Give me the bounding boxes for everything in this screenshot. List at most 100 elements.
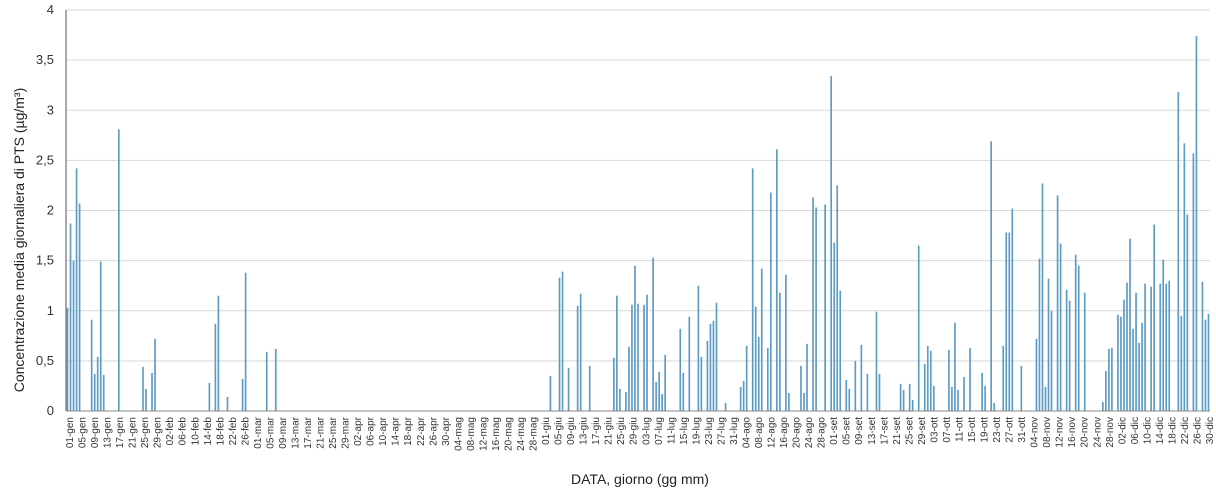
bar	[836, 185, 839, 411]
bar	[878, 373, 881, 411]
x-tick-label: 25-gen	[140, 417, 151, 448]
x-tick-label: 29-giu	[629, 417, 640, 445]
bar	[646, 294, 648, 411]
bar	[1165, 283, 1168, 411]
x-tick-label: 09-gen	[90, 417, 101, 448]
x-tick-label: 30-dic	[1205, 417, 1216, 444]
bar	[1020, 365, 1023, 411]
x-tick-label: 04-ago	[741, 417, 752, 449]
bar	[981, 372, 983, 411]
bar	[1126, 282, 1128, 411]
bar	[1132, 328, 1134, 411]
bar	[1207, 313, 1210, 411]
x-tick-label: 08-ago	[754, 417, 765, 449]
bar	[963, 376, 965, 411]
bar	[567, 367, 570, 411]
bar	[866, 373, 869, 411]
bar	[664, 354, 666, 411]
bar	[96, 356, 99, 411]
y-tick-label: 1	[47, 303, 54, 318]
x-tick-label: 21-mar	[316, 416, 327, 448]
x-tick-label: 30-apr	[441, 416, 452, 446]
bar	[1008, 232, 1011, 411]
x-tick-label: 08-nov	[1042, 417, 1053, 448]
bar	[90, 319, 93, 411]
bar	[712, 320, 715, 411]
bar	[142, 366, 144, 411]
bar	[688, 316, 691, 411]
bar	[1068, 300, 1071, 411]
x-tick-label: 01-gen	[65, 417, 76, 448]
x-tick-label: 03-lug	[641, 417, 652, 445]
bar	[932, 385, 935, 411]
bar	[214, 323, 217, 411]
bar	[274, 348, 277, 411]
bar	[1186, 214, 1189, 411]
x-tick-label: 27-ott	[1005, 417, 1016, 443]
x-tick-label: 29-set	[917, 417, 928, 445]
bar	[117, 129, 120, 412]
x-tick-label: 10-apr	[378, 416, 389, 446]
bar	[757, 336, 760, 411]
x-tick-label: 14-dic	[1155, 417, 1166, 444]
bar	[1074, 254, 1077, 411]
x-tick-label: 11-lug	[666, 417, 677, 444]
bar	[785, 274, 787, 411]
x-tick-label: 22-apr	[416, 416, 427, 446]
bar	[1102, 401, 1104, 411]
bar	[658, 371, 660, 411]
x-tick-label: 05-mar	[265, 416, 276, 448]
bar	[788, 392, 790, 411]
bar	[700, 356, 703, 411]
bar	[613, 357, 615, 411]
bar	[709, 323, 712, 411]
x-tick-label: 08-mag	[466, 417, 477, 451]
x-tick-label: 04-nov	[1030, 417, 1041, 448]
x-tick-label: 26-dic	[1192, 417, 1203, 444]
x-tick-label: 17-giu	[591, 417, 602, 445]
bar	[1180, 315, 1183, 411]
bar	[1035, 338, 1038, 411]
bar	[145, 388, 147, 411]
bar	[1041, 183, 1044, 411]
x-tick-label: 13-mar	[290, 416, 301, 448]
x-tick-label: 20-ago	[792, 417, 803, 449]
x-tick-label: 26-feb	[240, 417, 251, 446]
gridlines	[66, 9, 1210, 362]
bar	[833, 242, 836, 411]
bar	[745, 345, 748, 411]
x-tick-label: 16-ago	[779, 417, 790, 449]
bar	[655, 381, 657, 411]
x-tick-label: 25-set	[904, 417, 915, 445]
bar	[948, 349, 950, 411]
x-tick-label: 01-set	[829, 417, 840, 445]
bar	[78, 203, 81, 411]
bar	[911, 399, 914, 411]
bar	[990, 141, 992, 411]
x-tick-label: 11-ott	[954, 417, 965, 442]
bar	[984, 385, 986, 411]
x-tick-label: 18-feb	[215, 417, 226, 446]
bar	[1123, 299, 1125, 411]
y-tick-label: 2	[47, 203, 54, 218]
bar	[800, 365, 802, 411]
bar	[1083, 292, 1086, 411]
x-tick-label: 21-set	[892, 417, 903, 445]
bar	[93, 373, 96, 411]
bar	[631, 304, 633, 411]
bar	[652, 257, 654, 411]
x-tick-label: 09-mar	[278, 416, 289, 448]
bar	[760, 268, 763, 411]
x-tick-label: 21-gen	[128, 417, 139, 448]
x-tick-label: 29-gen	[153, 417, 164, 448]
bar	[634, 265, 636, 411]
bar	[619, 388, 621, 411]
bar	[558, 277, 561, 411]
y-axis-label: Concentrazione media giornaliera di PTS …	[11, 88, 27, 393]
x-tick-label: 26-apr	[428, 416, 439, 446]
bar	[751, 168, 754, 411]
bar	[217, 295, 220, 411]
x-tick-label: 17-mar	[303, 416, 314, 448]
bar	[1183, 143, 1186, 411]
